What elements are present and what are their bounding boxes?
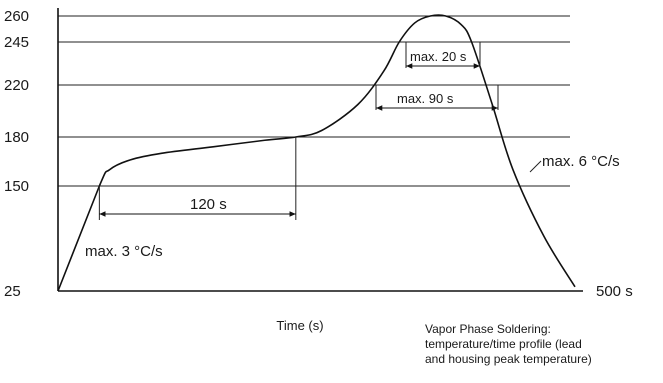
caption-line-2: temperature/time profile (lead bbox=[425, 337, 582, 351]
y-tick-label: 260 bbox=[4, 8, 29, 25]
annotation-120s: 120 s bbox=[190, 196, 227, 213]
chart-caption: Vapor Phase Soldering: temperature/time … bbox=[425, 322, 661, 367]
temperature-profile-line bbox=[57, 14, 576, 292]
x-axis-label: Time (s) bbox=[276, 318, 324, 333]
caption-line-1: Vapor Phase Soldering: bbox=[425, 322, 551, 336]
y-tick-label: 150 bbox=[4, 178, 29, 195]
annotation-20s: max. 20 s bbox=[410, 49, 467, 64]
y-tick-label: 220 bbox=[4, 77, 29, 94]
caption-line-3: and housing peak temperature) bbox=[425, 352, 592, 366]
y-tick-label: 180 bbox=[4, 129, 29, 146]
annotation-ramp-up: max. 3 °C/s bbox=[85, 243, 163, 260]
annotation-cool-down: max. 6 °C/s bbox=[542, 153, 620, 170]
annotation-leader-line bbox=[529, 160, 542, 173]
y-tick-label: 245 bbox=[4, 34, 29, 51]
x-tick-label: 500 s bbox=[596, 283, 633, 300]
y-tick-label: 25 bbox=[4, 283, 21, 300]
annotation-90s: max. 90 s bbox=[397, 91, 454, 106]
